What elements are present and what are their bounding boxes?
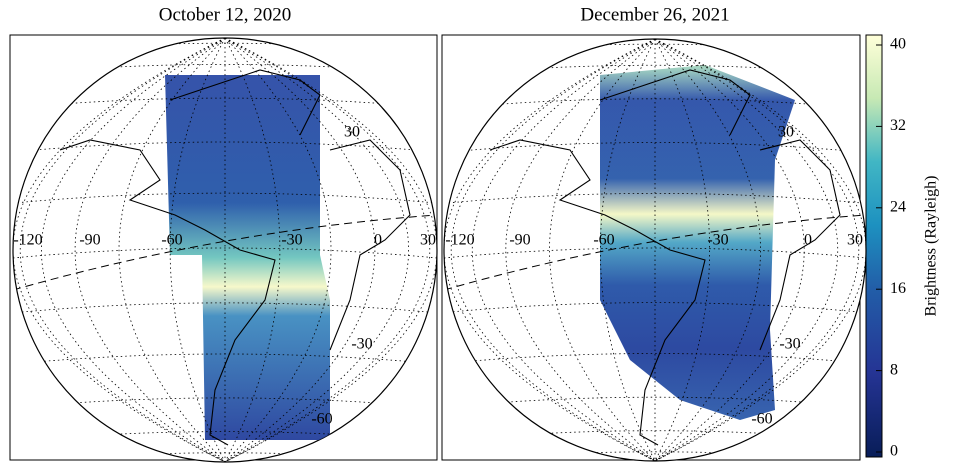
- parallel: [13, 97, 437, 109]
- latitude-label: 30: [344, 124, 360, 141]
- parallel: [13, 397, 437, 409]
- longitude-label: -90: [79, 232, 100, 249]
- parallel: [444, 353, 866, 364]
- latitude-label: -60: [311, 411, 332, 428]
- airglow-swath: [165, 75, 330, 440]
- airglow-swath: [600, 65, 795, 420]
- magnetic-equator: [444, 214, 866, 291]
- colorbar-tick-label: 0: [890, 443, 898, 460]
- colorbar-tick-label: 8: [890, 361, 898, 378]
- colorbar-tick-label: 32: [890, 117, 906, 134]
- latitude-label: -30: [779, 336, 800, 353]
- meridian: [599, 39, 656, 461]
- colorbar-label: Brightness (Rayleigh): [923, 176, 940, 317]
- longitude-label: -120: [13, 232, 42, 249]
- longitude-label: -30: [707, 232, 728, 249]
- parallel: [444, 142, 866, 153]
- latitude-label: -60: [751, 411, 772, 428]
- longitude-label: -120: [445, 232, 474, 249]
- latitude-label: 30: [778, 124, 794, 141]
- parallel: [444, 302, 866, 314]
- parallel: [444, 193, 866, 204]
- longitude-label: -30: [281, 232, 302, 249]
- parallel: [13, 247, 437, 259]
- panel-title: December 26, 2021: [580, 4, 729, 25]
- meridian: [19, 38, 226, 462]
- longitude-label: -60: [593, 232, 614, 249]
- coastline: [489, 69, 841, 446]
- meridian: [169, 38, 226, 462]
- parallel: [444, 247, 866, 259]
- meridian: [224, 38, 281, 462]
- panel-title: October 12, 2020: [159, 4, 291, 25]
- parallel: [13, 192, 437, 204]
- longitude-label: 0: [374, 232, 382, 249]
- meridian: [444, 39, 656, 461]
- colorbar-tick-label: 16: [890, 280, 906, 297]
- meridian: [654, 39, 761, 461]
- longitude-label: -60: [161, 232, 182, 249]
- globe-content: [13, 38, 437, 462]
- parallel: [13, 302, 437, 314]
- meridian: [224, 38, 332, 462]
- meridian: [654, 39, 860, 461]
- globe-content: [444, 39, 866, 461]
- longitude-label: 30: [420, 232, 436, 249]
- magnetic-equator: [13, 214, 437, 291]
- colorbar-tick-label: 24: [890, 198, 906, 215]
- coastline: [59, 69, 411, 446]
- longitude-label: 30: [847, 232, 863, 249]
- colorbar-tick-label: 40: [890, 36, 906, 53]
- longitude-label: 0: [804, 232, 812, 249]
- colorbar: [865, 34, 883, 458]
- meridian: [450, 39, 656, 461]
- latitude-label: -30: [351, 336, 372, 353]
- meridian: [41, 38, 226, 462]
- meridian: [118, 38, 226, 462]
- longitude-label: -90: [509, 232, 530, 249]
- meridian: [224, 38, 409, 462]
- meridian: [549, 39, 656, 461]
- parallel: [13, 64, 437, 75]
- meridian: [654, 39, 866, 461]
- meridian: [654, 39, 711, 461]
- meridian: [224, 38, 431, 462]
- parallel: [13, 431, 437, 442]
